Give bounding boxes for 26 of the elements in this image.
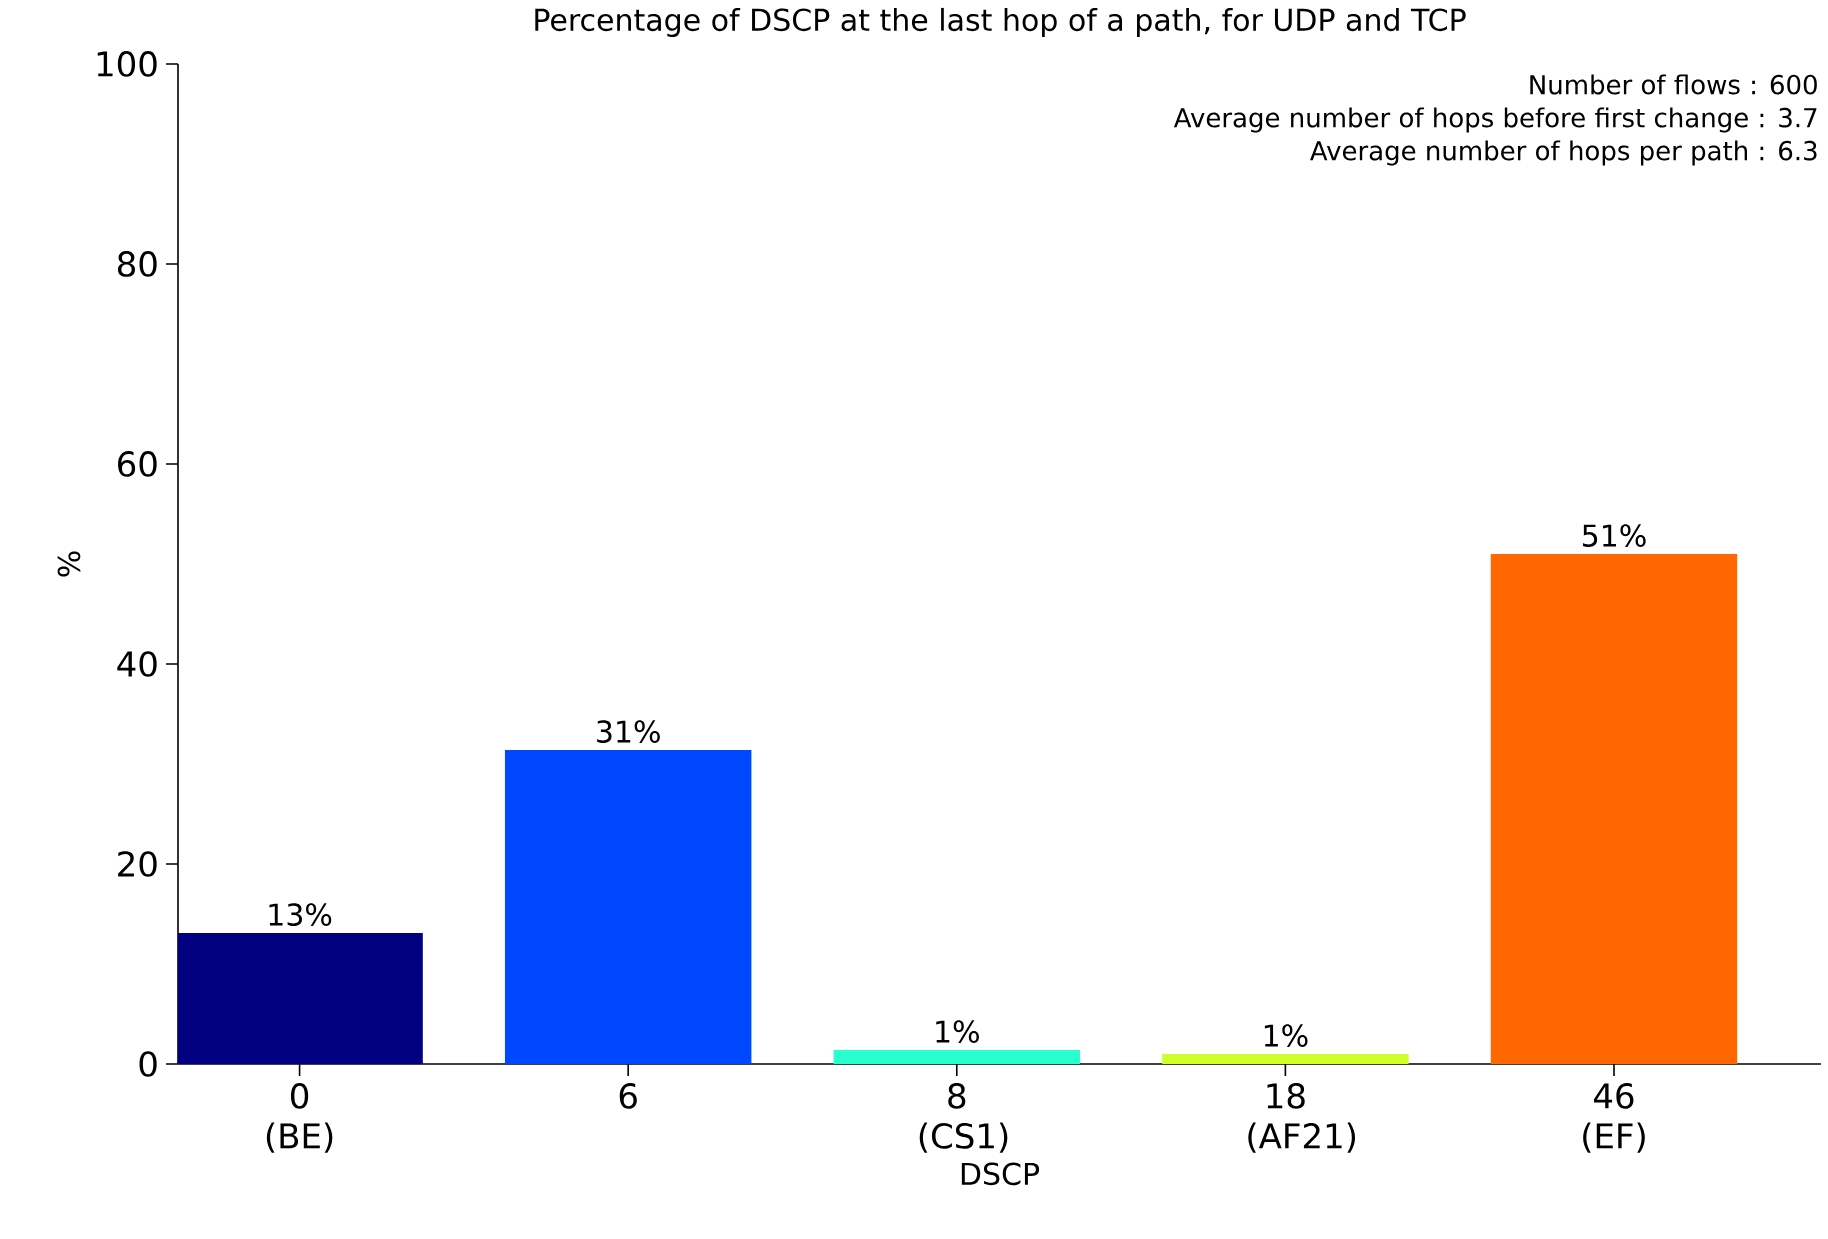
x-tick-label: 8 (CS1): [919, 1083, 1008, 1153]
y-tick-label: 60: [118, 451, 157, 477]
y-tick-label: 0: [139, 1051, 157, 1077]
y-tick-label: 80: [117, 251, 157, 277]
annotation: Number of flows : 600: [1530, 74, 1817, 95]
annotation: Average number of hops per path : 6.3: [1310, 140, 1817, 166]
data-label: 1%: [1264, 1024, 1308, 1047]
y-tick-label: 40: [117, 651, 157, 677]
y-tick-label: 20: [118, 851, 157, 877]
x-tick-label: 46 (EF): [1583, 1083, 1645, 1153]
bar: [1162, 1054, 1409, 1064]
data-label: 31%: [597, 720, 660, 743]
chart-title: Percentage of DSCP at the last hop of a path, for UDP and TCP: [535, 7, 1466, 37]
x-tick-label: 18 (AF21): [1248, 1083, 1356, 1153]
x-axis-title: DSCP: [961, 1162, 1040, 1186]
bar: [833, 1050, 1081, 1064]
data-label: 51%: [1582, 524, 1646, 547]
bar: [1490, 554, 1738, 1064]
bar: [504, 750, 752, 1064]
y-axis-title: %: [57, 551, 81, 577]
x-tick-label: 6: [619, 1083, 637, 1109]
data-label: 1%: [936, 1020, 979, 1043]
data-label: 13%: [269, 903, 332, 926]
annotation: Average number of hops before first change : 3.7: [1173, 107, 1817, 133]
x-tick-label: 0 (BE): [266, 1083, 333, 1153]
y-tick-label: 100: [97, 51, 157, 77]
